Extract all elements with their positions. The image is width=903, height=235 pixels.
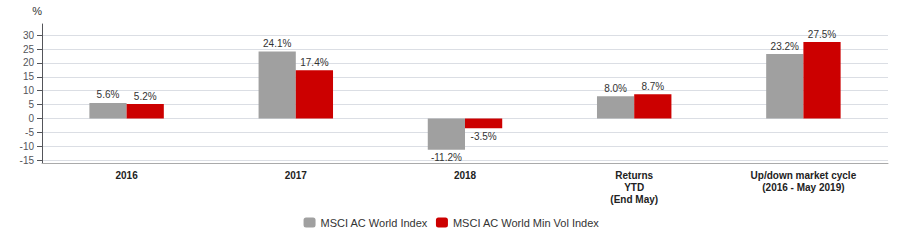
svg-text:%: % [32,5,42,17]
svg-text:5.2%: 5.2% [134,91,157,102]
svg-text:5.6%: 5.6% [97,89,120,100]
svg-text:Up/down market cycle: Up/down market cycle [751,170,857,181]
svg-text:(2016 - May 2019): (2016 - May 2019) [762,182,844,193]
svg-text:-11.2%: -11.2% [431,152,462,163]
svg-text:8.7%: 8.7% [641,81,664,92]
svg-text:8.0%: 8.0% [604,83,627,94]
svg-text:23.2%: 23.2% [771,41,799,52]
svg-text:15: 15 [23,71,35,82]
svg-text:2018: 2018 [454,170,477,181]
svg-text:MSCI AC World Min Vol Index: MSCI AC World Min Vol Index [453,217,599,229]
svg-text:-3.5%: -3.5% [471,131,497,142]
svg-text:-5: -5 [25,127,34,138]
svg-text:25: 25 [23,44,35,55]
svg-text:30: 30 [23,30,35,41]
svg-text:0: 0 [28,113,34,124]
svg-text:10: 10 [23,85,35,96]
svg-text:-10: -10 [20,141,35,152]
svg-text:20: 20 [23,57,35,68]
svg-text:2017: 2017 [285,170,308,181]
svg-text:17.4%: 17.4% [300,57,328,68]
svg-text:24.1%: 24.1% [263,38,291,49]
svg-text:YTD: YTD [624,182,644,193]
svg-text:27.5%: 27.5% [808,29,836,40]
svg-text:5: 5 [28,99,34,110]
svg-text:Returns: Returns [615,170,653,181]
svg-text:MSCI AC World Index: MSCI AC World Index [321,217,428,229]
svg-text:(End May): (End May) [610,194,658,205]
svg-text:2016: 2016 [115,170,138,181]
svg-text:-15: -15 [20,155,35,166]
